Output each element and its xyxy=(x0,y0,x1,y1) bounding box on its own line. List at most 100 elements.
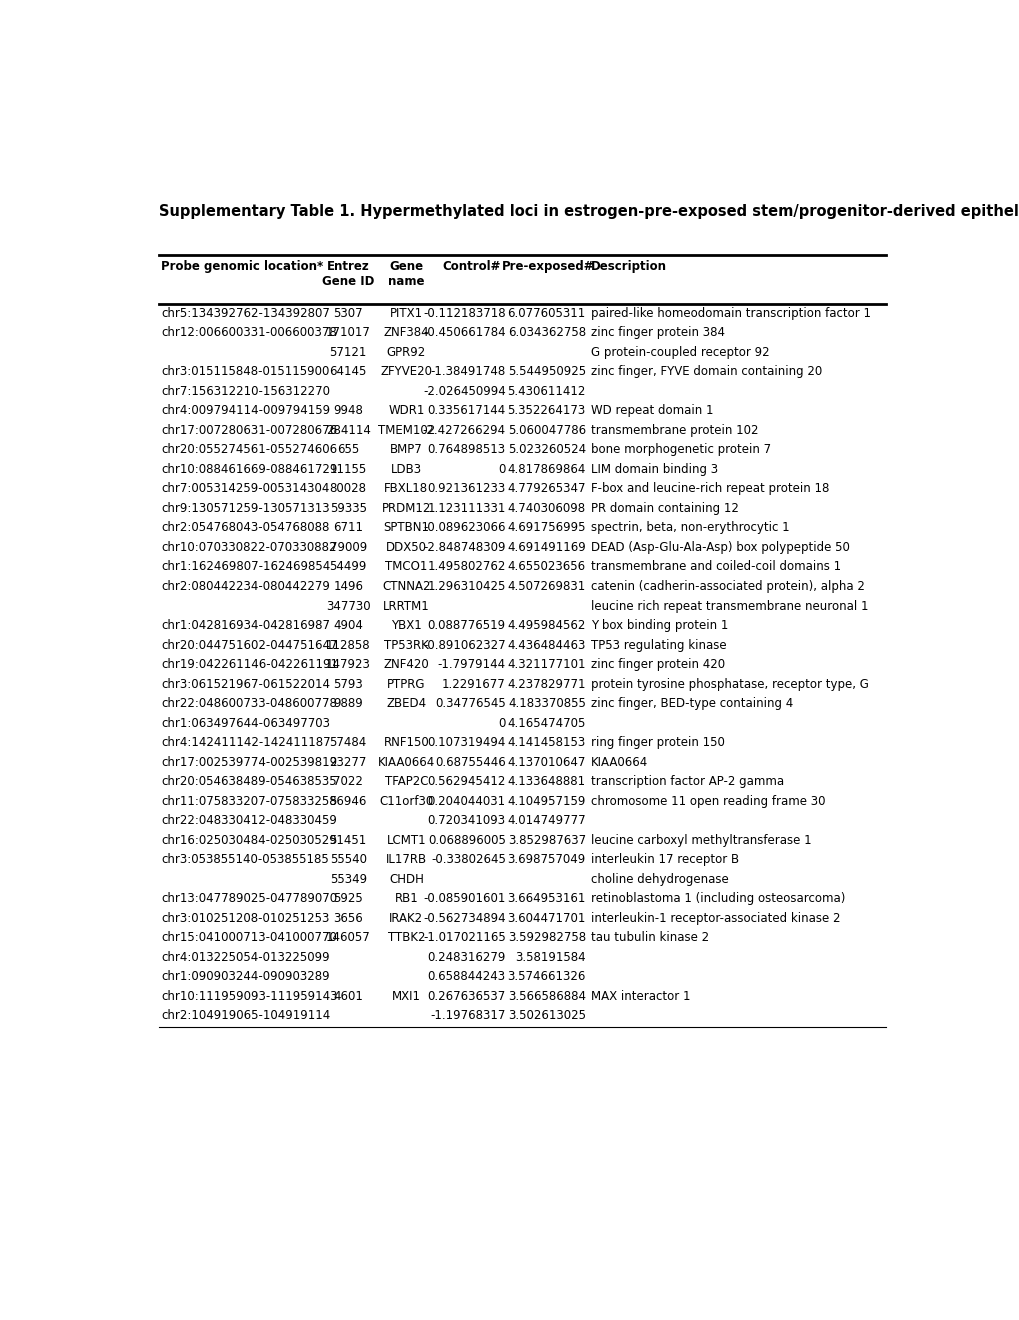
Text: 0.107319494: 0.107319494 xyxy=(427,737,505,750)
Text: TP53 regulating kinase: TP53 regulating kinase xyxy=(590,639,726,652)
Text: 0.68755446: 0.68755446 xyxy=(435,755,505,768)
Text: chr3:061521967-061522014: chr3:061521967-061522014 xyxy=(161,677,330,690)
Text: 6711: 6711 xyxy=(333,521,363,535)
Text: 0.562945412: 0.562945412 xyxy=(427,775,505,788)
Text: 4.691756995: 4.691756995 xyxy=(506,521,585,535)
Text: 0.068896005: 0.068896005 xyxy=(428,834,505,846)
Text: chr2:054768043-054768088: chr2:054768043-054768088 xyxy=(161,521,329,535)
Text: 4.436484463: 4.436484463 xyxy=(507,639,585,652)
Text: chr4:009794114-009794159: chr4:009794114-009794159 xyxy=(161,404,330,417)
Text: WDR1: WDR1 xyxy=(388,404,424,417)
Text: 57121: 57121 xyxy=(329,346,367,359)
Text: Probe genomic location*: Probe genomic location* xyxy=(161,260,323,273)
Text: 23277: 23277 xyxy=(329,755,367,768)
Text: 57484: 57484 xyxy=(329,737,367,750)
Text: MAX interactor 1: MAX interactor 1 xyxy=(590,990,690,1003)
Text: chr10:088461669-088461729: chr10:088461669-088461729 xyxy=(161,463,337,477)
Text: 5.352264173: 5.352264173 xyxy=(507,404,585,417)
Text: catenin (cadherin-associated protein), alpha 2: catenin (cadherin-associated protein), a… xyxy=(590,579,863,593)
Text: 4.141458153: 4.141458153 xyxy=(507,737,585,750)
Text: chr17:002539774-002539819: chr17:002539774-002539819 xyxy=(161,755,337,768)
Text: 4.691491169: 4.691491169 xyxy=(506,541,585,554)
Text: 146057: 146057 xyxy=(325,932,370,944)
Text: chr20:055274561-055274606: chr20:055274561-055274606 xyxy=(161,444,337,457)
Text: DEAD (Asp-Glu-Ala-Asp) box polypeptide 50: DEAD (Asp-Glu-Ala-Asp) box polypeptide 5… xyxy=(590,541,849,554)
Text: 54499: 54499 xyxy=(329,561,367,573)
Text: 347730: 347730 xyxy=(326,599,370,612)
Text: 11155: 11155 xyxy=(329,463,367,477)
Text: chr1:090903244-090903289: chr1:090903244-090903289 xyxy=(161,970,330,983)
Text: -1.017021165: -1.017021165 xyxy=(423,932,505,944)
Text: 5925: 5925 xyxy=(333,892,363,906)
Text: ZNF384: ZNF384 xyxy=(383,326,429,339)
Text: chr10:111959093-111959143: chr10:111959093-111959143 xyxy=(161,990,337,1003)
Text: 0.335617144: 0.335617144 xyxy=(427,404,505,417)
Text: spectrin, beta, non-erythrocytic 1: spectrin, beta, non-erythrocytic 1 xyxy=(590,521,789,535)
Text: 79009: 79009 xyxy=(329,541,367,554)
Text: 9948: 9948 xyxy=(333,404,363,417)
Text: chromosome 11 open reading frame 30: chromosome 11 open reading frame 30 xyxy=(590,795,824,808)
Text: 9889: 9889 xyxy=(333,697,363,710)
Text: chr5:134392762-134392807: chr5:134392762-134392807 xyxy=(161,306,330,319)
Text: 5307: 5307 xyxy=(333,306,363,319)
Text: 655: 655 xyxy=(336,444,359,457)
Text: BMP7: BMP7 xyxy=(389,444,422,457)
Text: interleukin 17 receptor B: interleukin 17 receptor B xyxy=(590,853,738,866)
Text: Supplementary Table 1. Hypermethylated loci in estrogen-pre-exposed stem/progeni: Supplementary Table 1. Hypermethylated l… xyxy=(159,205,1019,219)
Text: chr4:142411142-142411187: chr4:142411142-142411187 xyxy=(161,737,331,750)
Text: chr20:044751602-044751647: chr20:044751602-044751647 xyxy=(161,639,337,652)
Text: chr7:156312210-156312270: chr7:156312210-156312270 xyxy=(161,385,330,397)
Text: 4.740306098: 4.740306098 xyxy=(507,502,585,515)
Text: 3.502613025: 3.502613025 xyxy=(507,1010,585,1022)
Text: -0.085901601: -0.085901601 xyxy=(423,892,505,906)
Text: 4.104957159: 4.104957159 xyxy=(507,795,585,808)
Text: 4.507269831: 4.507269831 xyxy=(507,579,585,593)
Text: -0.33802645: -0.33802645 xyxy=(431,853,505,866)
Text: 64145: 64145 xyxy=(329,366,367,379)
Text: 4.165474705: 4.165474705 xyxy=(507,717,585,730)
Text: zinc finger, FYVE domain containing 20: zinc finger, FYVE domain containing 20 xyxy=(590,366,821,379)
Text: choline dehydrogenase: choline dehydrogenase xyxy=(590,873,728,886)
Text: tau tubulin kinase 2: tau tubulin kinase 2 xyxy=(590,932,708,944)
Text: 1496: 1496 xyxy=(333,579,363,593)
Text: 5.544950925: 5.544950925 xyxy=(507,366,585,379)
Text: PITX1: PITX1 xyxy=(389,306,423,319)
Text: ring finger protein 150: ring finger protein 150 xyxy=(590,737,723,750)
Text: ZFYVE20: ZFYVE20 xyxy=(380,366,432,379)
Text: Control#: Control# xyxy=(442,260,500,273)
Text: chr17:007280631-007280676: chr17:007280631-007280676 xyxy=(161,424,337,437)
Text: 4.817869864: 4.817869864 xyxy=(507,463,585,477)
Text: 3.852987637: 3.852987637 xyxy=(507,834,585,846)
Text: chr4:013225054-013225099: chr4:013225054-013225099 xyxy=(161,950,330,964)
Text: 0: 0 xyxy=(498,717,505,730)
Text: chr20:054638489-054638535: chr20:054638489-054638535 xyxy=(161,775,337,788)
Text: 4601: 4601 xyxy=(333,990,363,1003)
Text: retinoblastoma 1 (including osteosarcoma): retinoblastoma 1 (including osteosarcoma… xyxy=(590,892,844,906)
Text: 6.034362758: 6.034362758 xyxy=(507,326,585,339)
Text: RNF150: RNF150 xyxy=(383,737,429,750)
Text: 112858: 112858 xyxy=(326,639,370,652)
Text: -1.7979144: -1.7979144 xyxy=(437,659,505,671)
Text: 3.566586884: 3.566586884 xyxy=(507,990,585,1003)
Text: TTBK2: TTBK2 xyxy=(387,932,425,944)
Text: chr10:070330822-070330882: chr10:070330822-070330882 xyxy=(161,541,336,554)
Text: 4.133648881: 4.133648881 xyxy=(507,775,585,788)
Text: IRAK2: IRAK2 xyxy=(389,912,423,925)
Text: FBXL18: FBXL18 xyxy=(384,482,428,495)
Text: 0.764898513: 0.764898513 xyxy=(427,444,505,457)
Text: 0.088776519: 0.088776519 xyxy=(427,619,505,632)
Text: 59335: 59335 xyxy=(329,502,367,515)
Text: 4.237829771: 4.237829771 xyxy=(506,677,585,690)
Text: transmembrane and coiled-coil domains 1: transmembrane and coiled-coil domains 1 xyxy=(590,561,840,573)
Text: leucine rich repeat transmembrane neuronal 1: leucine rich repeat transmembrane neuron… xyxy=(590,599,867,612)
Text: 55349: 55349 xyxy=(329,873,367,886)
Text: chr22:048600733-048600778: chr22:048600733-048600778 xyxy=(161,697,337,710)
Text: 5.430611412: 5.430611412 xyxy=(507,385,585,397)
Text: chr1:042816934-042816987: chr1:042816934-042816987 xyxy=(161,619,330,632)
Text: LDB3: LDB3 xyxy=(390,463,422,477)
Text: 1.296310425: 1.296310425 xyxy=(427,579,505,593)
Text: KIAA0664: KIAA0664 xyxy=(377,755,434,768)
Text: PR domain containing 12: PR domain containing 12 xyxy=(590,502,738,515)
Text: LIM domain binding 3: LIM domain binding 3 xyxy=(590,463,717,477)
Text: 1.495802762: 1.495802762 xyxy=(427,561,505,573)
